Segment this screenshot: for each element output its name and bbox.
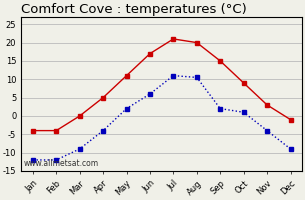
Text: www.allmetsat.com: www.allmetsat.com [24,159,99,168]
Text: Comfort Cove : temperatures (°C): Comfort Cove : temperatures (°C) [21,3,247,16]
